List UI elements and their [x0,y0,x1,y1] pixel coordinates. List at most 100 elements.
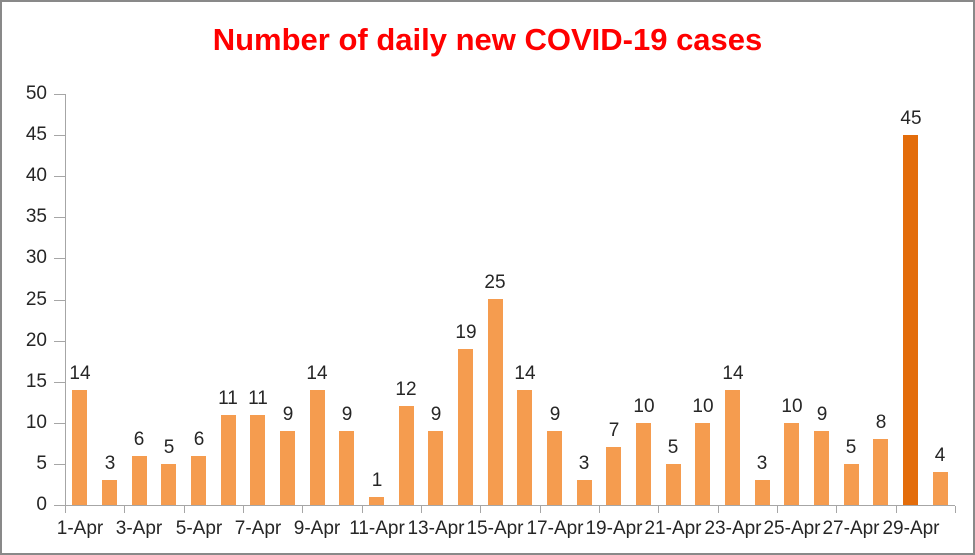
y-axis-tick-label: 10 [25,412,47,433]
x-axis-tick-label: 7-Apr [234,518,282,539]
bar-19-Apr [606,447,621,505]
bar-9-Apr [310,390,325,505]
data-label-29-Apr: 45 [900,108,922,129]
data-label-9-Apr: 14 [306,363,328,384]
x-axis-tick [599,506,600,513]
x-axis-line [65,505,955,506]
bar-25-Apr [784,423,799,505]
bar-21-Apr [666,464,681,505]
y-axis-tick-label: 30 [25,247,47,268]
y-axis-tick [54,135,65,136]
data-label-7-Apr: 11 [248,388,268,409]
data-label-10-Apr: 9 [341,404,353,425]
bar-6-Apr [221,415,236,505]
x-axis-tick [718,506,719,513]
bar-3-Apr [132,456,147,505]
y-axis-tick-label: 25 [25,289,47,310]
bar-1-Apr [72,390,87,505]
bar-7-Apr [250,415,265,505]
data-label-24-Apr: 3 [756,453,768,474]
bar-10-Apr [339,431,354,505]
y-axis-tick-label: 15 [25,371,47,392]
bar-13-Apr [428,431,443,505]
x-axis-tick [955,506,956,513]
y-axis-tick-label: 5 [36,453,47,474]
chart-title: Number of daily new COVID-19 cases [212,22,763,57]
x-axis-tick [124,506,125,513]
bar-5-Apr [191,456,206,505]
x-axis-tick-label: 15-Apr [466,518,524,539]
x-axis-tick [243,506,244,513]
x-axis-tick [658,506,659,513]
data-label-3-Apr: 6 [133,429,145,450]
y-axis-tick [54,341,65,342]
bar-20-Apr [636,423,651,505]
x-axis-tick [421,506,422,513]
x-axis-tick [777,506,778,513]
bar-18-Apr [577,480,592,505]
x-axis-tick-label: 23-Apr [704,518,762,539]
bar-11-Apr [369,497,384,505]
bar-16-Apr [517,390,532,505]
data-label-18-Apr: 3 [578,453,590,474]
x-axis-tick-label: 17-Apr [526,518,584,539]
bar-17-Apr [547,431,562,505]
y-axis-tick-label: 35 [25,206,47,227]
x-axis-tick [65,506,66,513]
y-axis-tick [54,505,65,506]
data-label-17-Apr: 9 [549,404,561,425]
data-label-19-Apr: 7 [608,420,620,441]
bar-15-Apr [488,299,503,505]
y-axis-tick [54,382,65,383]
bar-29-Apr [903,135,918,505]
bar-23-Apr [725,390,740,505]
x-axis-tick [836,506,837,513]
x-axis-tick-label: 29-Apr [882,518,940,539]
data-label-2-Apr: 3 [104,453,116,474]
data-label-27-Apr: 5 [845,437,857,458]
x-axis-tick [480,506,481,513]
bar-28-Apr [873,439,888,505]
bar-2-Apr [102,480,117,505]
x-axis-tick-label: 13-Apr [407,518,465,539]
data-label-6-Apr: 11 [218,388,238,409]
y-axis-tick-label: 50 [25,83,47,104]
y-axis-tick-label: 0 [36,494,47,515]
data-label-22-Apr: 10 [692,396,714,417]
data-label-13-Apr: 9 [430,404,442,425]
x-axis-tick-label: 9-Apr [293,518,341,539]
data-label-5-Apr: 6 [193,429,205,450]
y-axis-tick-label: 20 [25,330,47,351]
x-axis-tick [540,506,541,513]
data-label-23-Apr: 14 [722,363,744,384]
x-axis-tick [362,506,363,513]
data-label-11-Apr: 1 [371,470,383,491]
data-label-26-Apr: 9 [816,404,828,425]
y-axis-tick-label: 45 [25,124,47,145]
data-label-15-Apr: 25 [484,272,506,293]
y-axis-line [65,94,66,506]
x-axis-tick-label: 3-Apr [115,518,163,539]
data-label-21-Apr: 5 [667,437,679,458]
bar-27-Apr [844,464,859,505]
bar-22-Apr [695,423,710,505]
bar-30-Apr [933,472,948,505]
x-axis-tick-label: 1-Apr [56,518,104,539]
y-axis-tick [54,94,65,95]
x-axis-tick [896,506,897,513]
y-axis-tick [54,464,65,465]
data-label-25-Apr: 10 [781,396,803,417]
data-label-20-Apr: 10 [633,396,655,417]
y-axis-tick-label: 40 [25,165,47,186]
data-label-14-Apr: 19 [455,322,477,343]
x-axis-tick [184,506,185,513]
data-label-28-Apr: 8 [875,412,887,433]
y-axis-tick [54,423,65,424]
data-label-30-Apr: 4 [934,445,946,466]
bar-24-Apr [755,480,770,505]
x-axis-tick-label: 5-Apr [175,518,223,539]
y-axis-tick [54,258,65,259]
y-axis-tick [54,217,65,218]
bar-12-Apr [399,406,414,505]
